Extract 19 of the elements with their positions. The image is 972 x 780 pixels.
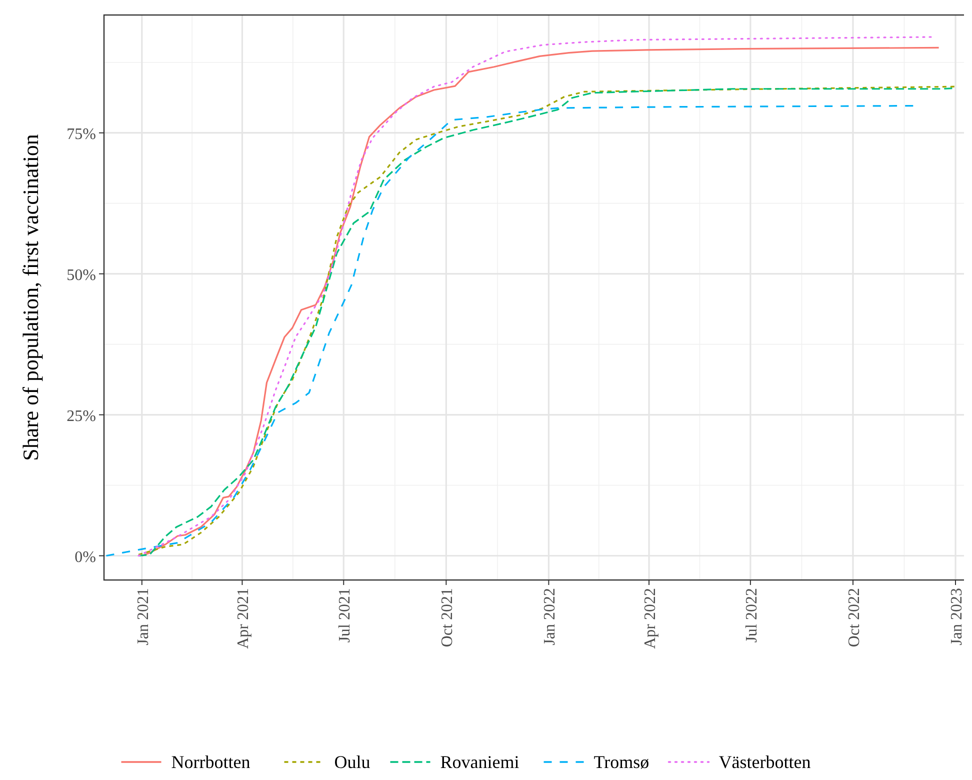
x-tick-label: Oct 2021 bbox=[439, 588, 456, 648]
x-tick-label: Apr 2022 bbox=[642, 588, 660, 649]
legend-label: Rovaniemi bbox=[440, 752, 520, 772]
y-axis-title: Share of population, first vaccination bbox=[18, 134, 43, 461]
y-tick-label: 50% bbox=[66, 266, 96, 284]
legend-label: Tromsø bbox=[594, 752, 650, 772]
x-tick-label: Apr 2021 bbox=[235, 588, 252, 649]
legend-label: Västerbotten bbox=[718, 752, 811, 772]
legend-label: Oulu bbox=[334, 752, 370, 772]
x-tick-label: Jan 2022 bbox=[542, 588, 559, 646]
y-tick-label: 75% bbox=[66, 126, 96, 143]
x-tick-label: Jan 2021 bbox=[134, 588, 152, 646]
x-tick-label: Jul 2021 bbox=[336, 588, 354, 643]
y-tick-label: 25% bbox=[66, 408, 96, 425]
x-tick-label: Jul 2022 bbox=[743, 588, 760, 643]
y-tick-label: 0% bbox=[74, 548, 96, 566]
x-tick-label: Oct 2022 bbox=[846, 588, 863, 648]
x-tick-label: Jan 2023 bbox=[948, 588, 966, 646]
legend-label: Norrbotten bbox=[171, 752, 250, 772]
